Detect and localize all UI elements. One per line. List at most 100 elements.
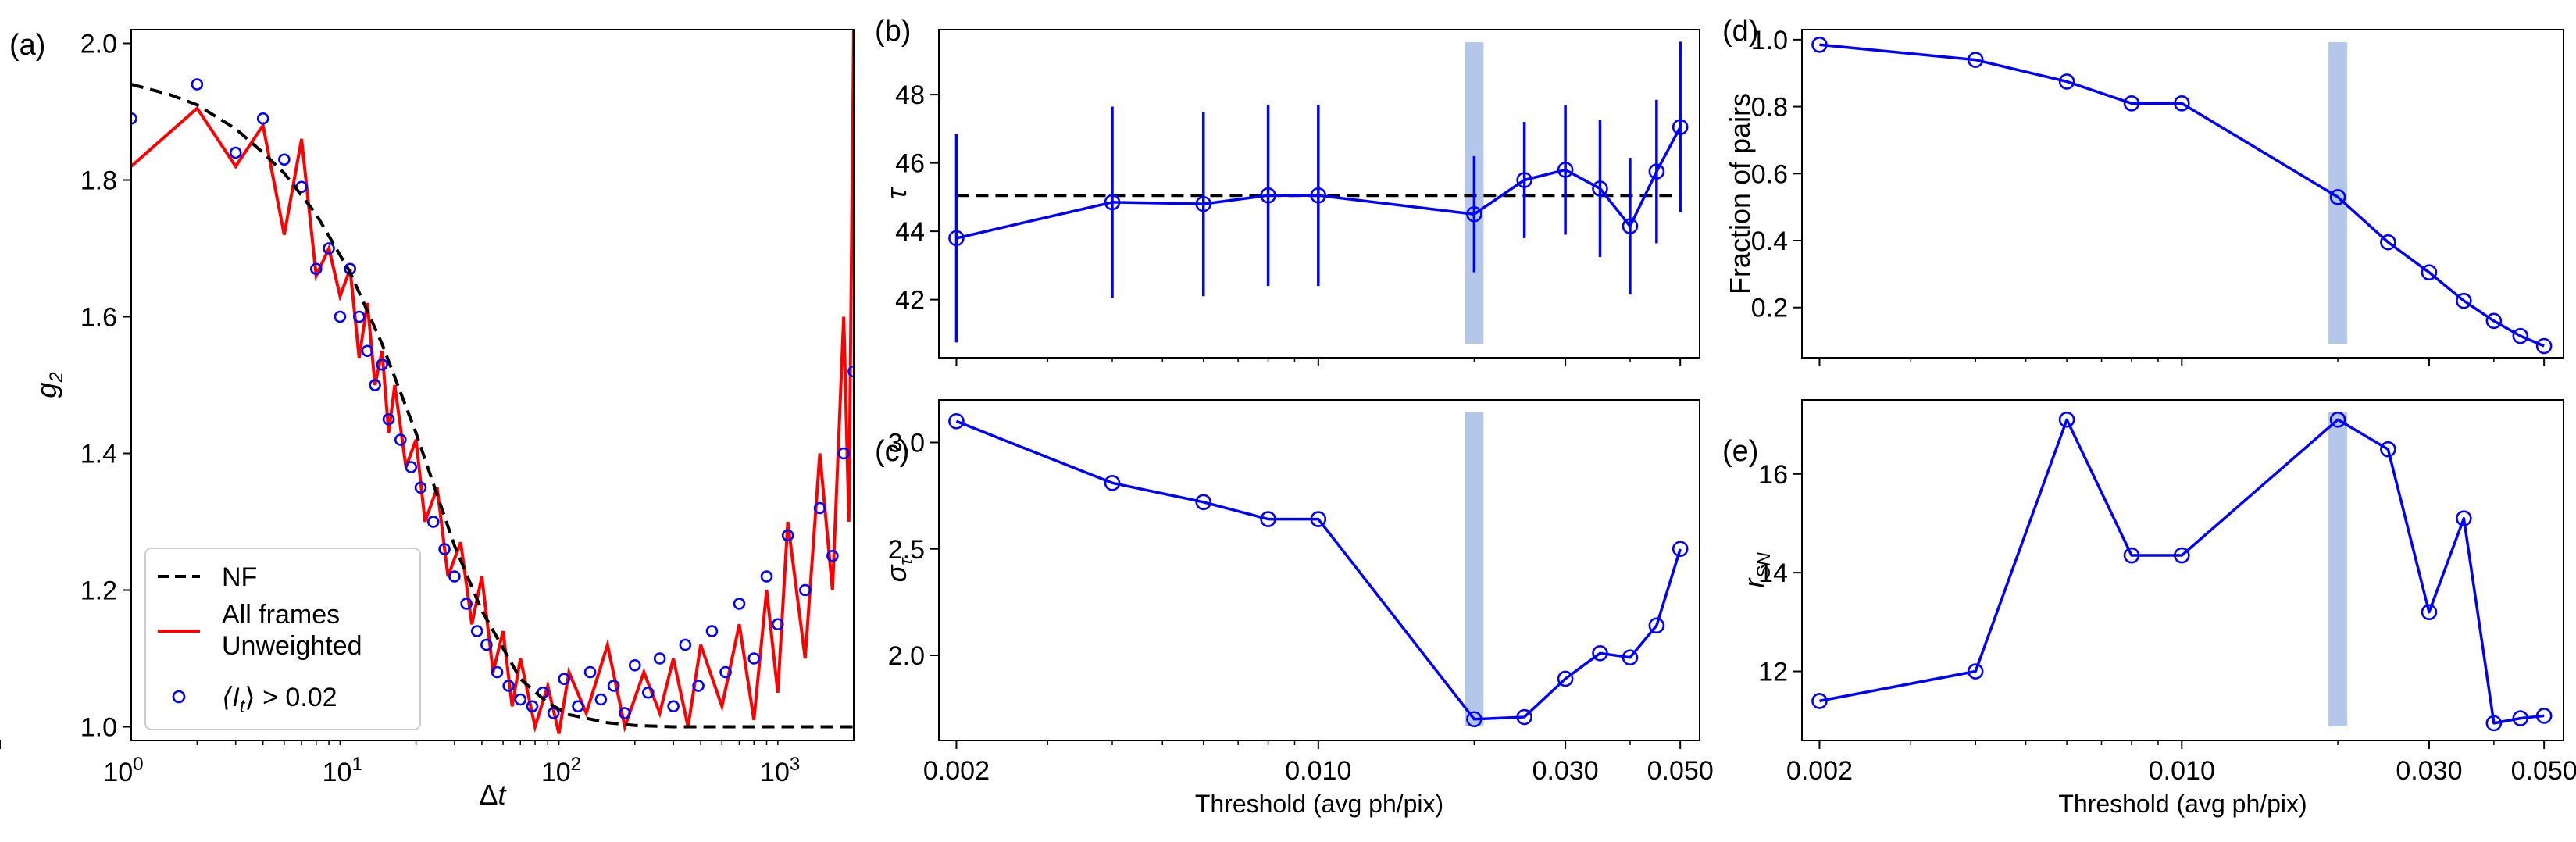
panel-a-scatter-point	[491, 665, 504, 679]
panel-a-scatter-point	[813, 501, 826, 515]
panel-e-ytick-label: 16	[1758, 460, 1788, 490]
panel-a-ytick-label: 1.2	[80, 576, 117, 606]
panel-a-ytick-label: 1.8	[80, 166, 117, 196]
panel-c-xtick-label: 0.010	[1285, 756, 1351, 786]
panel-b-point	[1672, 119, 1689, 135]
panel-a-xtick-label: 102	[541, 754, 581, 787]
panel-b-line	[956, 126, 1682, 240]
panel-e-highlight-band	[2328, 412, 2348, 726]
panel-b-label: (b)	[875, 15, 911, 48]
panel-c-xlabel: Threshold (avg ph/pix)	[1195, 790, 1443, 818]
panel-a-scatter-point	[719, 665, 732, 679]
panel-d-frame	[1801, 29, 2564, 359]
panel-e: 12 14 16 0.002 0.010 0.030 0.050 Threshold (avg…	[1722, 399, 2576, 818]
panel-a-frame	[130, 29, 855, 741]
panel-d-ytick-label: 0.2	[1751, 294, 1788, 323]
panel-a-series-all-frames	[131, 30, 854, 734]
panel-c-point	[1260, 511, 1276, 527]
panel-d-ytick-label: 0.6	[1751, 159, 1788, 189]
panel-a-scatter-point	[772, 618, 784, 631]
panel-e-point	[2421, 604, 2438, 621]
panel-c-point	[1195, 494, 1212, 511]
panel-a-ytick-label: 1.0	[80, 713, 117, 743]
panel-b-point	[948, 230, 965, 247]
panel-a-scatter-point	[583, 665, 597, 679]
panel-c-ytick-label: 2.5	[888, 535, 925, 565]
panel-a-scatter-point	[334, 310, 347, 323]
panel-a-scatter-point	[837, 447, 850, 460]
panel-a-xtick-label: 100	[103, 754, 143, 787]
panel-d-point	[2174, 95, 2190, 112]
panel-a-scatter-point	[310, 262, 323, 276]
panel-a-series-nf	[131, 83, 854, 729]
panel-a-scatter-point	[470, 625, 483, 637]
panel-a-ytick-label: 1.6	[80, 303, 117, 333]
panel-a: 1.0 1.2 1.4 1.6 1.8 2.0 100 101 102 103 Δt g2 (a) NF A…	[0, 29, 855, 811]
panel-a-scatter-point	[747, 652, 761, 665]
panel-b-point	[1195, 195, 1212, 212]
panel-d-point	[2380, 234, 2396, 251]
panel-a-scatter-point	[361, 344, 374, 358]
panel-b-ytick-label: 48	[895, 80, 925, 110]
legend-all-frames-label-2: Unweighted	[222, 631, 362, 661]
panel-c-point	[1672, 541, 1689, 558]
panel-a-scatter-point	[641, 686, 655, 699]
panel-a-scatter-point	[607, 680, 620, 692]
panel-e-point	[2535, 708, 2553, 724]
panel-e-point	[1967, 663, 1984, 680]
panel-a-xtick-label: 103	[760, 754, 800, 787]
panel-a-scatter-point	[323, 242, 335, 255]
panel-a-scatter-point	[426, 516, 440, 528]
panel-a-scatter-point	[438, 543, 451, 555]
panel-c-ylabel: στ	[880, 557, 917, 583]
panel-a-scatter-point	[679, 638, 692, 651]
panel-d-ylabel: Fraction of pairs	[1724, 93, 1756, 294]
panel-a-scatter-point	[653, 652, 666, 665]
panel-e-point	[2123, 547, 2140, 564]
panel-c-point	[1557, 670, 1574, 687]
legend-all-frames-label-1: All frames	[222, 600, 340, 630]
panel-a-scatter-point	[353, 310, 366, 323]
panel-d-point	[2329, 188, 2346, 205]
panel-e-ytick-label: 12	[1758, 658, 1788, 687]
panel-c-point	[1516, 708, 1532, 726]
panel-d-line	[1819, 43, 2545, 348]
panel-c-point	[1310, 511, 1327, 527]
panel-d-ytick-label: 1.0	[1751, 26, 1788, 55]
panel-a-scatter-point	[558, 673, 570, 686]
panel-e-point	[2380, 441, 2396, 458]
panel-d-point	[2456, 292, 2472, 309]
panel-e-xtick-label: 0.030	[2396, 756, 2462, 786]
panel-b-point	[1622, 218, 1639, 234]
panel-b-ytick-label: 44	[895, 217, 925, 247]
panel-a-ytick-label: 1.4	[80, 440, 117, 469]
panel-d-label: (d)	[1722, 15, 1758, 48]
panel-e-point	[1811, 693, 1828, 709]
panel-a-scatter-point	[131, 112, 137, 125]
panel-b-frame	[938, 29, 1700, 359]
panel-e-point	[2485, 715, 2503, 732]
panel-a-scatter-point	[502, 680, 515, 692]
panel-c-xtick-label: 0.002	[923, 756, 990, 786]
panel-e-ytick-label: 14	[1758, 558, 1788, 588]
panel-d: 0.2 0.4 0.6 0.8 1.0 Fraction of pairs (d)	[1722, 15, 2564, 366]
panel-b-point	[1557, 162, 1574, 178]
panel-a-scatter-point	[526, 700, 539, 713]
panel-e-line	[1819, 418, 2545, 725]
panel-c-ytick-label: 3.0	[888, 429, 925, 458]
panel-a-scatter-point	[256, 112, 269, 125]
panel-c-point	[1622, 649, 1639, 666]
panel-e-xlabel: Threshold (avg ph/pix)	[2058, 790, 2307, 818]
panel-b-point	[1592, 180, 1608, 197]
panel-d-point	[2421, 264, 2438, 281]
panel-e-label: (e)	[1722, 435, 1758, 468]
panel-c-highlight-band	[1465, 412, 1484, 726]
panel-b-point	[1104, 194, 1121, 211]
panel-a-scatter-point	[572, 700, 584, 713]
panel-a-ylabel: g2	[30, 372, 67, 398]
panel-a-scatter-point	[376, 358, 388, 371]
panel-c-point	[1104, 474, 1121, 491]
panel-a-scatter-point	[414, 481, 427, 494]
